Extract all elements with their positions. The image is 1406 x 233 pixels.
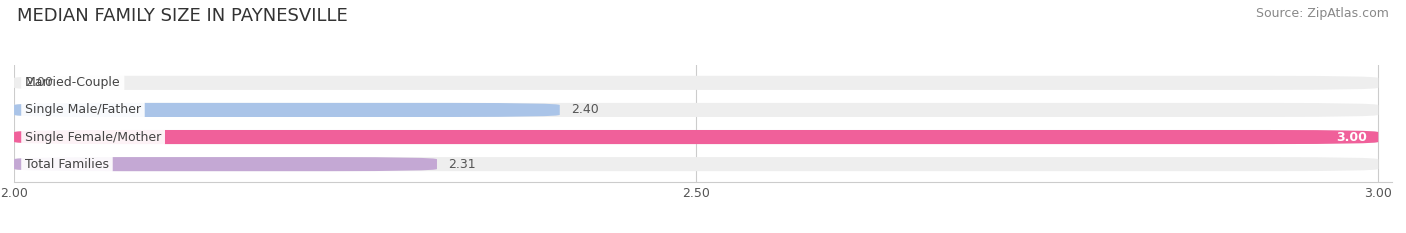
FancyBboxPatch shape (14, 157, 1378, 171)
Text: Single Female/Mother: Single Female/Mother (25, 130, 162, 144)
Text: Total Families: Total Families (25, 158, 110, 171)
Text: Married-Couple: Married-Couple (25, 76, 121, 89)
FancyBboxPatch shape (14, 76, 1378, 90)
Text: MEDIAN FAMILY SIZE IN PAYNESVILLE: MEDIAN FAMILY SIZE IN PAYNESVILLE (17, 7, 347, 25)
Text: 2.40: 2.40 (571, 103, 599, 116)
FancyBboxPatch shape (14, 130, 1378, 144)
Text: Source: ZipAtlas.com: Source: ZipAtlas.com (1256, 7, 1389, 20)
FancyBboxPatch shape (14, 103, 560, 117)
Text: 2.31: 2.31 (449, 158, 475, 171)
FancyBboxPatch shape (14, 157, 437, 171)
FancyBboxPatch shape (14, 103, 1378, 117)
Text: Single Male/Father: Single Male/Father (25, 103, 141, 116)
Text: 2.00: 2.00 (25, 76, 53, 89)
FancyBboxPatch shape (14, 130, 1378, 144)
Text: 3.00: 3.00 (1337, 130, 1368, 144)
